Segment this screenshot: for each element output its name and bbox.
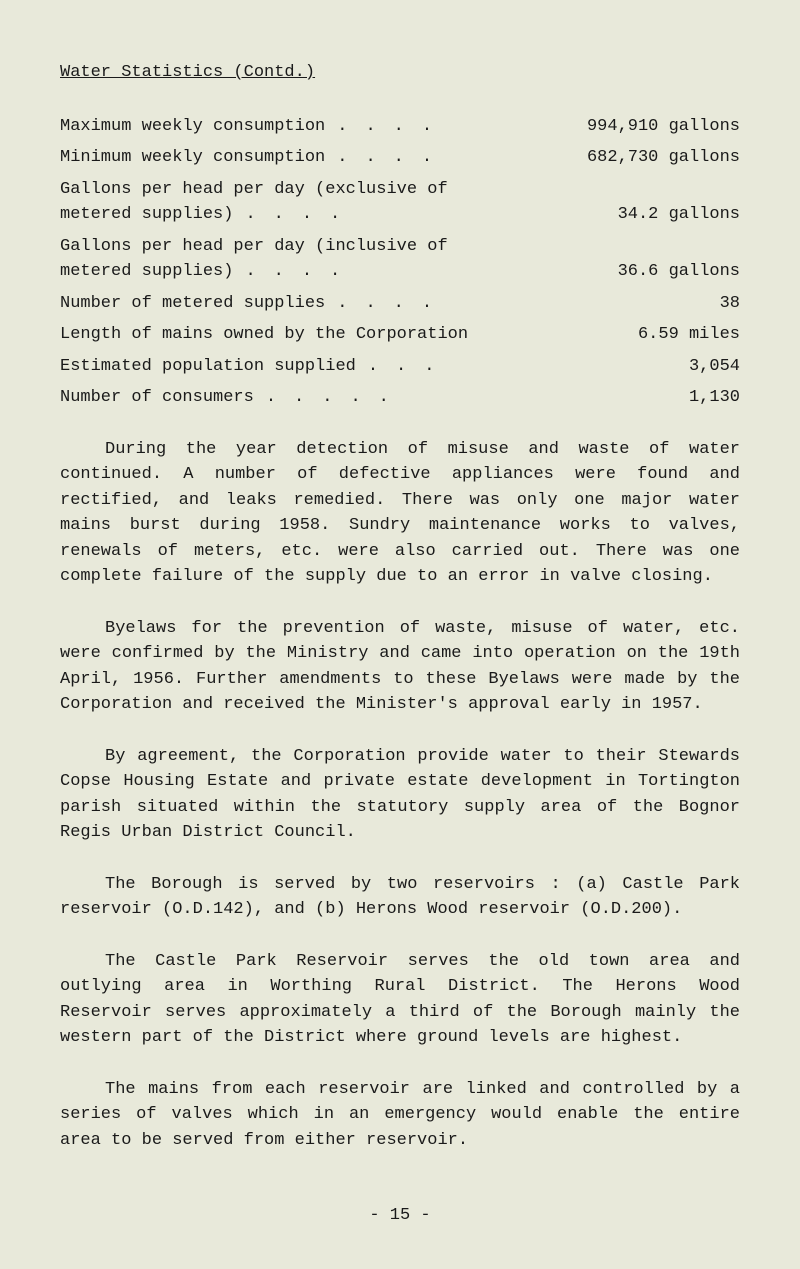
stat-value: 994,910 gallons bbox=[587, 114, 740, 140]
stat-label: Length of mains owned by the Corporation bbox=[60, 322, 468, 348]
stat-label: Minimum weekly consumption bbox=[60, 145, 325, 171]
dots: .... bbox=[325, 145, 587, 171]
stat-row: Maximum weekly consumption .... 994,910 … bbox=[60, 114, 740, 140]
stat-label: Number of metered supplies bbox=[60, 291, 325, 317]
stat-value: 36.6 gallons bbox=[618, 259, 740, 285]
stat-value: 6.59 miles bbox=[638, 322, 740, 348]
dots: .... bbox=[325, 114, 587, 140]
stat-value: 3,054 bbox=[689, 354, 740, 380]
dots: ..... bbox=[254, 385, 689, 411]
stat-label-line2: metered supplies) bbox=[60, 259, 233, 285]
section-title: Water Statistics (Contd.) bbox=[60, 60, 740, 86]
stat-value: 38 bbox=[720, 291, 740, 317]
paragraph: By agreement, the Corporation provide wa… bbox=[60, 744, 740, 846]
paragraph: The Borough is served by two reservoirs … bbox=[60, 872, 740, 923]
stat-multiline: Gallons per head per day (exclusive of m… bbox=[60, 177, 740, 228]
stat-value: 1,130 bbox=[689, 385, 740, 411]
stat-row: Estimated population supplied ... 3,054 bbox=[60, 354, 740, 380]
dots: ... bbox=[356, 354, 689, 380]
stat-value: 682,730 gallons bbox=[587, 145, 740, 171]
dots: .... bbox=[233, 202, 617, 228]
stat-label-line1: Gallons per head per day (inclusive of bbox=[60, 234, 740, 260]
page-number: - 15 - bbox=[60, 1203, 740, 1229]
stat-label-line1: Gallons per head per day (exclusive of bbox=[60, 177, 740, 203]
dots bbox=[468, 322, 638, 348]
stat-label: Number of consumers bbox=[60, 385, 254, 411]
paragraph: The mains from each reservoir are linked… bbox=[60, 1077, 740, 1154]
stat-row: Length of mains owned by the Corporation… bbox=[60, 322, 740, 348]
stat-row: Number of consumers ..... 1,130 bbox=[60, 385, 740, 411]
stat-multiline: Gallons per head per day (inclusive of m… bbox=[60, 234, 740, 285]
stat-label-line2: metered supplies) bbox=[60, 202, 233, 228]
stat-label: Maximum weekly consumption bbox=[60, 114, 325, 140]
dots: .... bbox=[325, 291, 719, 317]
paragraph: Byelaws for the prevention of waste, mis… bbox=[60, 616, 740, 718]
stat-value: 34.2 gallons bbox=[618, 202, 740, 228]
stat-row: Number of metered supplies .... 38 bbox=[60, 291, 740, 317]
stat-label: Estimated population supplied bbox=[60, 354, 356, 380]
stat-row: Minimum weekly consumption .... 682,730 … bbox=[60, 145, 740, 171]
dots: .... bbox=[233, 259, 617, 285]
paragraph: During the year detection of misuse and … bbox=[60, 437, 740, 590]
paragraph: The Castle Park Reservoir serves the old… bbox=[60, 949, 740, 1051]
